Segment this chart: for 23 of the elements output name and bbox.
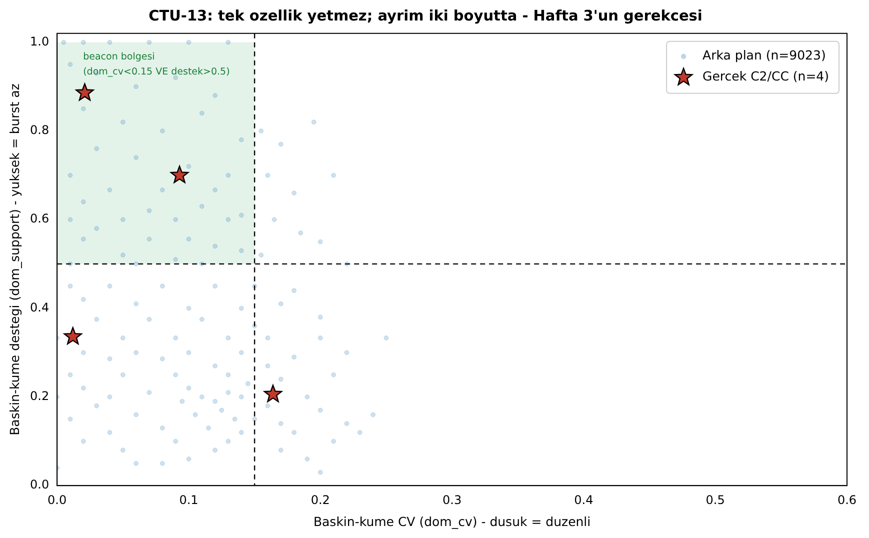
y-axis-title: Baskin-kume destegi (dom_support) - yuksek = burst az [6,83,22,436]
x-tick-label: 0.1 [179,492,198,507]
x-tick-label: 0.3 [442,492,462,507]
x-tick-label: 0.5 [706,492,725,507]
y-tick-label: 0.0 [30,478,50,492]
legend-label: Arka plan (n=9023) [702,48,826,63]
point [76,83,94,101]
y-tick-label: 0.6 [30,212,50,226]
y-tick-label: 0.4 [30,300,50,314]
point [64,327,82,345]
y-tick-label: 1.0 [30,34,50,48]
point [264,384,282,402]
y-tick-label: 0.2 [30,389,50,404]
x-tick-label: 0.0 [48,492,67,507]
x-tick-label: 0.4 [574,492,594,507]
chart-title: CTU-13: tek ozellik yetmez; ayrim iki boyutta - Hafta 3'un gerekcesi [148,8,702,24]
band-label: beacon bolgesi (dom_cv<0.15 VE destek>0.5) [83,51,230,78]
x-tick-label: 0.2 [310,492,330,507]
legend-label: Gercek C2/CC (n=4) [702,68,830,84]
y-tick-label: 0.8 [30,123,50,138]
point [170,166,189,184]
x-axis-title: Baskin-kume CV (dom_cv) - dusuk = duzenli [313,514,591,529]
x-tick-label: 0.6 [837,492,857,507]
